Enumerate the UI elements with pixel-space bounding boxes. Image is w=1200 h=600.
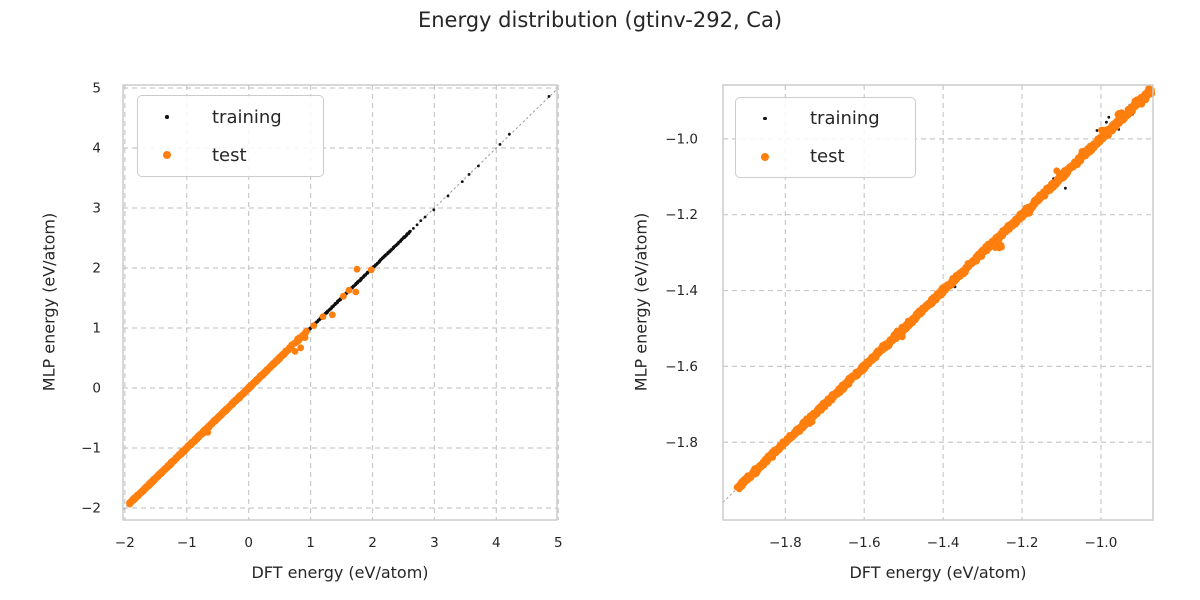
series-test: [126, 265, 375, 508]
x-tick-label: −1.0: [1085, 535, 1118, 551]
training-marker-icon: [138, 115, 196, 119]
legend-right-panel: training test: [735, 97, 916, 178]
data-point: [803, 417, 810, 424]
training-marker-icon: [736, 116, 794, 121]
data-point: [1023, 207, 1031, 215]
data-point: [432, 208, 436, 212]
y-tick-label: 4: [92, 141, 101, 157]
data-point: [302, 328, 310, 335]
data-point: [310, 322, 318, 329]
data-point: [1061, 168, 1069, 175]
legend-entry-training: training: [138, 98, 323, 136]
legend-label: test: [212, 144, 247, 166]
data-point: [467, 173, 471, 176]
data-point: [412, 227, 415, 230]
legend-entry-training: training: [736, 100, 915, 138]
data-point: [415, 223, 419, 227]
legend-left-panel: training test: [137, 95, 324, 177]
data-point: [291, 348, 299, 355]
data-point: [1120, 116, 1127, 124]
data-point: [1095, 129, 1099, 132]
test-marker-icon: [736, 152, 794, 161]
gridlines: [123, 85, 559, 520]
panel-left: −2 −1 0 1 2 3 4 5 −2 −1 0 1 2 3 4 5: [81, 81, 562, 552]
x-tick-label: 5: [554, 535, 563, 551]
data-point: [1140, 97, 1148, 104]
left-y-axis-label: MLP energy (eV/atom): [39, 212, 59, 392]
x-tick-label: −1.6: [848, 535, 881, 551]
right-x-axis-label: DFT energy (eV/atom): [849, 563, 1027, 582]
x-tick-label: 3: [430, 535, 439, 551]
data-point: [446, 194, 450, 198]
data-point: [998, 243, 1005, 251]
right-y-axis-label: MLP energy (eV/atom): [631, 212, 651, 392]
x-tick-label: 4: [492, 535, 501, 551]
data-point: [1142, 90, 1150, 98]
panel-right: −1.8 −1.6 −1.4 −1.2 −1.0 −1.0 −1.2 −1.4 −1.6 −1.8: [665, 84, 1156, 551]
x-tick-label: −2: [115, 535, 135, 551]
tick-labels: −2 −1 0 1 2 3 4 5 −2 −1 0 1 2 3 4 5: [81, 81, 562, 552]
x-tick-label: −1.8: [769, 535, 802, 551]
y-tick-label: −1.6: [665, 359, 698, 375]
y-tick-label: 2: [92, 261, 101, 277]
data-point: [367, 266, 375, 274]
data-point: [507, 132, 511, 136]
x-tick-label: 0: [244, 535, 253, 551]
data-point: [328, 311, 336, 319]
data-point: [477, 164, 480, 168]
axes-frame: [722, 84, 1154, 521]
x-tick-label: 1: [306, 535, 315, 551]
data-point: [319, 313, 327, 320]
data-point: [340, 292, 347, 300]
data-point: [423, 215, 427, 219]
legend-entry-test: test: [736, 138, 915, 176]
x-tick-label: 2: [368, 535, 377, 551]
legend-label: training: [212, 106, 282, 128]
data-point: [419, 219, 423, 223]
x-tick-label: −1.2: [1006, 535, 1039, 551]
y-tick-label: 0: [92, 381, 101, 397]
series-test: [733, 85, 1156, 493]
data-point: [1145, 85, 1153, 92]
left-x-axis-label: DFT energy (eV/atom): [251, 563, 429, 582]
y-tick-label: −1.4: [665, 283, 698, 299]
x-tick-label: −1.4: [927, 535, 960, 551]
data-point: [301, 334, 309, 341]
data-point: [409, 229, 412, 233]
x-tick-label: −1: [177, 535, 197, 551]
figure-title: Energy distribution (gtinv-292, Ca): [417, 8, 783, 32]
y-tick-label: 5: [92, 81, 101, 97]
y-tick-label: 3: [92, 201, 101, 217]
data-point: [1053, 167, 1061, 175]
data-point: [1107, 115, 1111, 119]
axes-frame: [122, 84, 558, 521]
data-point: [498, 143, 502, 146]
y-tick-label: −1.0: [665, 131, 698, 147]
y-tick-label: 1: [92, 321, 101, 337]
legend-entry-test: test: [138, 136, 323, 174]
data-point: [896, 327, 904, 335]
data-point: [295, 337, 303, 344]
data-point: [204, 429, 212, 436]
data-point: [1064, 186, 1067, 190]
y-tick-label: −1: [81, 441, 101, 457]
data-point: [547, 95, 551, 98]
data-point: [460, 180, 464, 184]
y-tick-label: −1.8: [665, 435, 698, 451]
y-tick-label: −2: [81, 501, 101, 517]
legend-label: training: [810, 108, 880, 129]
data-point: [1098, 126, 1105, 134]
data-point: [345, 286, 353, 294]
data-point: [1078, 149, 1086, 157]
tick-labels: −1.8 −1.6 −1.4 −1.2 −1.0 −1.0 −1.2 −1.4 −1.6 −1.8: [665, 131, 1117, 551]
data-point: [353, 265, 361, 273]
data-point: [297, 344, 305, 352]
y-tick-label: −1.2: [665, 207, 698, 223]
data-point: [352, 288, 360, 296]
legend-label: test: [810, 146, 845, 167]
data-point: [1105, 120, 1108, 124]
test-marker-icon: [138, 151, 196, 159]
